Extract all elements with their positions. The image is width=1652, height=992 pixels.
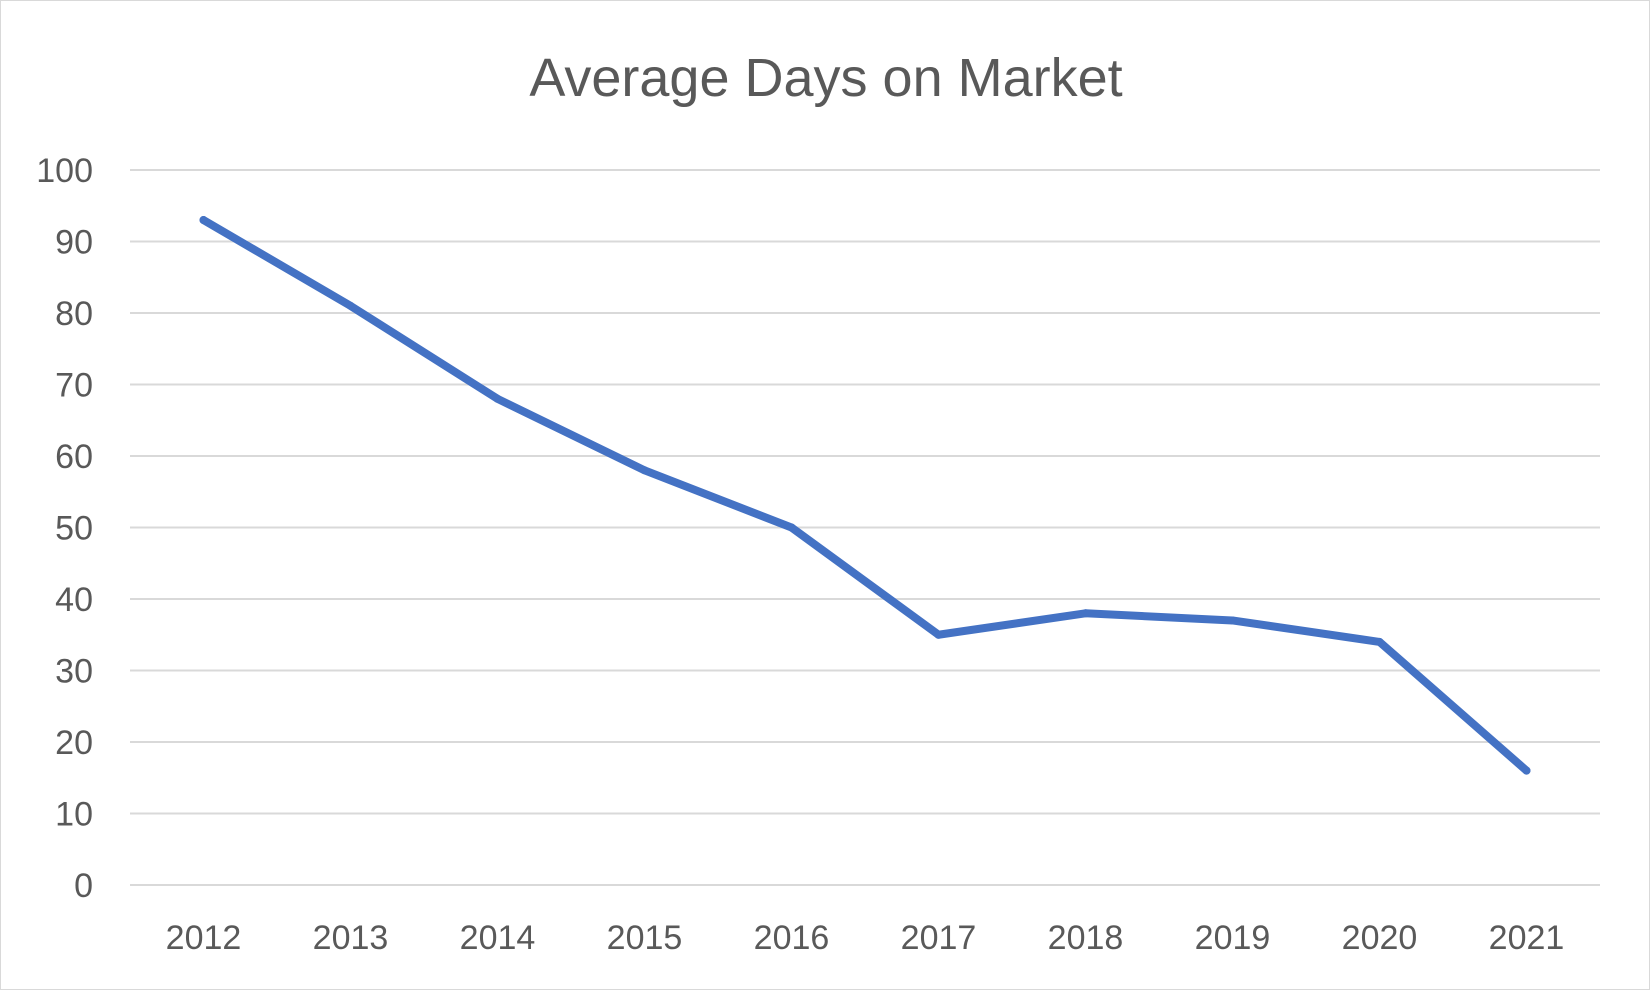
y-tick-label: 70 <box>55 367 93 405</box>
x-tick-label: 2019 <box>1195 919 1271 957</box>
data-point <box>787 523 796 532</box>
x-tick-label: 2014 <box>460 919 536 957</box>
data-point <box>1375 637 1384 646</box>
y-tick-label: 20 <box>55 724 93 762</box>
data-point <box>1522 766 1531 775</box>
x-axis-ticks: 2012 2013 2014 2015 2016 2017 2018 2019 2020 2021 <box>166 919 1565 957</box>
data-point <box>1081 609 1090 618</box>
data-point <box>640 466 649 475</box>
y-tick-label: 30 <box>55 653 93 691</box>
y-tick-label: 40 <box>55 581 93 619</box>
y-tick-label: 80 <box>55 295 93 333</box>
y-axis-ticks: 0 10 20 30 40 50 60 70 80 90 100 <box>36 152 93 905</box>
y-tick-label: 50 <box>55 510 93 548</box>
y-tick-label: 60 <box>55 438 93 476</box>
data-point <box>346 301 355 310</box>
x-tick-label: 2013 <box>313 919 389 957</box>
data-point <box>199 216 208 225</box>
x-tick-label: 2017 <box>901 919 977 957</box>
x-tick-label: 2016 <box>754 919 830 957</box>
series-layer <box>199 216 1531 775</box>
y-tick-label: 0 <box>74 867 93 905</box>
y-tick-label: 100 <box>36 152 93 190</box>
x-tick-label: 2018 <box>1048 919 1124 957</box>
data-point <box>1228 616 1237 625</box>
data-point <box>934 630 943 639</box>
chart-title: Average Days on Market <box>529 48 1122 108</box>
series-line <box>199 216 1531 775</box>
y-tick-label: 10 <box>55 796 93 834</box>
gridlines <box>130 169 1600 886</box>
x-tick-label: 2021 <box>1489 919 1565 957</box>
y-tick-label: 90 <box>55 224 93 262</box>
x-tick-label: 2012 <box>166 919 242 957</box>
data-point <box>493 394 502 403</box>
x-tick-label: 2015 <box>607 919 683 957</box>
x-tick-label: 2020 <box>1342 919 1418 957</box>
